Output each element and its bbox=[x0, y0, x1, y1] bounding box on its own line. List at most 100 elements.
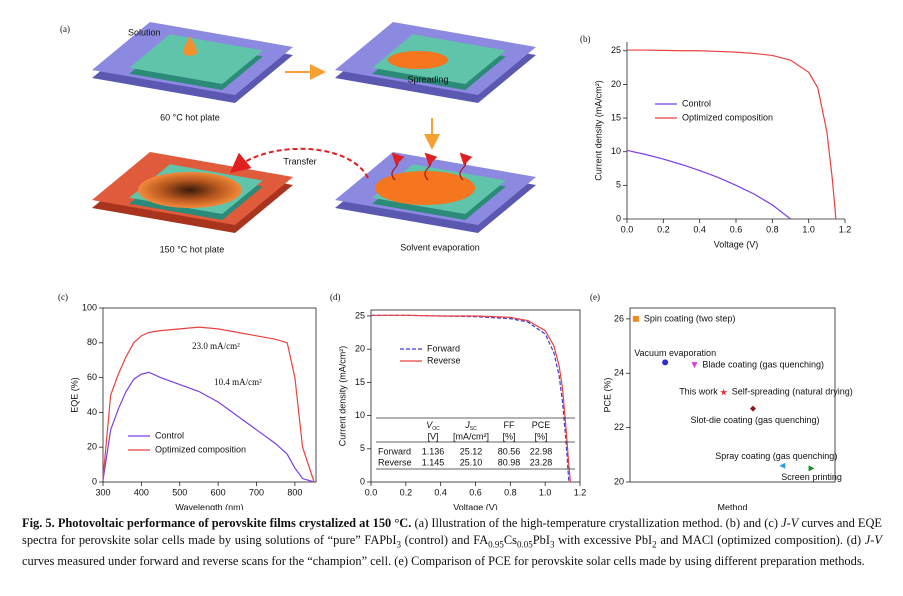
y-tick-label: 0 bbox=[92, 476, 97, 486]
data-point bbox=[632, 315, 639, 322]
header-symbol: PCE bbox=[532, 420, 551, 430]
step-label: Spreading bbox=[407, 74, 448, 84]
x-axis-label: Voltage (V) bbox=[714, 239, 759, 249]
legend-label: Control bbox=[155, 430, 184, 440]
caption-text: 3 bbox=[549, 539, 555, 550]
y-tick-label: 10 bbox=[611, 146, 621, 156]
x-axis-label: Method bbox=[717, 502, 747, 510]
x-tick-label: 0.4 bbox=[434, 487, 447, 497]
vapor-arrow bbox=[391, 152, 405, 181]
point-label: Screen printing bbox=[781, 472, 842, 482]
table-cell: 25.12 bbox=[460, 446, 483, 456]
table-header-unit: [mA/cm²] bbox=[453, 431, 489, 441]
legend-label: Forward bbox=[427, 343, 460, 353]
step-label: Solution bbox=[128, 27, 161, 37]
step-label: Transfer bbox=[283, 156, 316, 166]
panel-label: (e) bbox=[590, 292, 600, 302]
table-header-unit: [%] bbox=[502, 431, 515, 441]
legend-label: Reverse bbox=[427, 355, 461, 365]
evap-film bbox=[375, 171, 475, 205]
x-tick-label: 0.6 bbox=[469, 487, 482, 497]
y-tick-label: 40 bbox=[87, 407, 97, 417]
hot-film bbox=[138, 172, 242, 208]
y-tick-label: 10 bbox=[355, 410, 365, 420]
y-tick-label: 20 bbox=[614, 476, 624, 486]
caption-text: curves and EQE spectra for perovskite so… bbox=[22, 516, 883, 547]
table-header: VOC bbox=[426, 420, 440, 432]
y-tick-label: 15 bbox=[611, 112, 621, 122]
x-tick-label: 0.0 bbox=[365, 487, 378, 497]
step-label: 150 °C hot plate bbox=[160, 244, 225, 254]
legend-label: Optimized composition bbox=[682, 112, 773, 122]
panel-label: (a) bbox=[60, 24, 70, 34]
x-tick-label: 0.8 bbox=[766, 224, 779, 234]
header-sub: SC bbox=[470, 426, 477, 432]
x-tick-label: 1.2 bbox=[574, 487, 587, 497]
point-label: Spin coating (two step) bbox=[644, 313, 736, 323]
series-line bbox=[627, 49, 837, 220]
y-tick-label: 100 bbox=[82, 302, 97, 312]
point-note: This work bbox=[679, 387, 718, 397]
x-tick-label: 0.2 bbox=[400, 487, 413, 497]
caption-text: 0.05 bbox=[516, 539, 533, 550]
x-tick-label: 1.0 bbox=[802, 224, 815, 234]
caption-text: and MACl (optimized composition). (d) bbox=[656, 533, 865, 547]
caption-text: with excessive PbI bbox=[554, 533, 653, 547]
x-tick-label: 0.4 bbox=[693, 224, 706, 234]
table-cell: 22.98 bbox=[530, 446, 553, 456]
data-point bbox=[720, 388, 728, 396]
spread-film bbox=[388, 51, 448, 69]
table-cell: Reverse bbox=[378, 457, 412, 467]
x-tick-label: 1.2 bbox=[839, 224, 852, 234]
x-tick-label: 700 bbox=[249, 487, 264, 497]
table-cell: Forward bbox=[378, 446, 411, 456]
caption-text: 0.95 bbox=[488, 539, 504, 550]
caption-text: PbI bbox=[532, 533, 550, 547]
header-symbol: V bbox=[426, 420, 433, 430]
x-tick-label: 0.2 bbox=[657, 224, 670, 234]
point-label: Slot-die coating (gas quenching) bbox=[690, 415, 819, 425]
x-tick-label: 1.0 bbox=[539, 487, 552, 497]
series-line bbox=[102, 371, 315, 483]
caption-text: J-V bbox=[781, 516, 799, 530]
point-label: Blade coating (gas quenching) bbox=[702, 359, 824, 369]
plate-face bbox=[129, 34, 263, 85]
caption-title: Fig. 5. Photovoltaic performance of pero… bbox=[22, 516, 412, 530]
table-cell: 1.136 bbox=[422, 446, 445, 456]
y-tick-label: 0 bbox=[616, 213, 621, 223]
caption-text: 3 bbox=[396, 539, 402, 550]
droplet bbox=[183, 36, 197, 56]
vapor-arrow bbox=[459, 152, 473, 181]
y-tick-label: 5 bbox=[360, 443, 365, 453]
y-axis-label: PCE (%) bbox=[602, 377, 612, 412]
x-tick-label: 800 bbox=[287, 487, 302, 497]
table-cell: 1.145 bbox=[422, 457, 445, 467]
caption-text: curves measured under forward and revers… bbox=[22, 554, 865, 569]
data-point bbox=[750, 405, 756, 412]
transfer-arrow bbox=[229, 147, 369, 179]
y-tick-label: 60 bbox=[87, 372, 97, 382]
caption: Fig. 5. Photovoltaic performance of pero… bbox=[22, 515, 882, 570]
step-label: 60 °C hot plate bbox=[160, 112, 220, 122]
data-point bbox=[779, 462, 786, 469]
table-header: FF bbox=[504, 420, 515, 430]
y-tick-label: 15 bbox=[355, 377, 365, 387]
figure: (a) Solution 60 °C hot plate Spreading Trans… bbox=[58, 22, 853, 510]
annotation: 23.0 mA/cm² bbox=[192, 341, 240, 351]
series-line bbox=[626, 149, 791, 220]
y-tick-label: 20 bbox=[611, 79, 621, 89]
panel-label: (c) bbox=[58, 292, 68, 302]
table-header-unit: [%] bbox=[534, 431, 547, 441]
table-cell: 25.10 bbox=[460, 457, 483, 467]
y-axis-label: Current density (mA/cm²) bbox=[593, 80, 603, 181]
data-point bbox=[808, 465, 815, 472]
caption-text: 2 bbox=[652, 539, 657, 550]
point-label: Spray coating (gas quenching) bbox=[715, 451, 837, 461]
x-axis-label: Voltage (V) bbox=[453, 502, 498, 510]
y-axis-label: EQE (%) bbox=[69, 377, 79, 413]
point-label: Vacuum evaporation bbox=[634, 348, 716, 358]
panel-label: (d) bbox=[330, 292, 341, 302]
table-header: JSC bbox=[464, 420, 477, 432]
y-tick-label: 80 bbox=[87, 337, 97, 347]
point-label: Self-spreading (natural drying) bbox=[732, 387, 853, 397]
